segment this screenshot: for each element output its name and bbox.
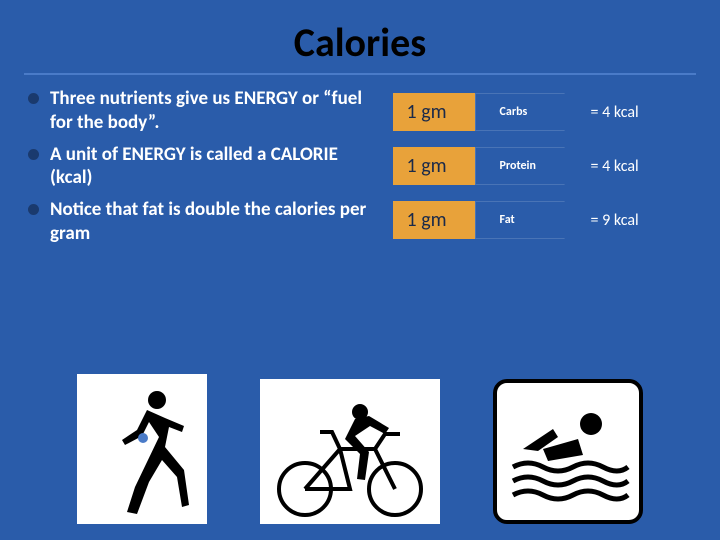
nutrient-chevron: Protein xyxy=(475,147,565,185)
bullet-item: Three nutrients give us ENERGY or “fuel … xyxy=(28,87,377,135)
nutrient-row: 1 gm Carbs = 4 kcal xyxy=(393,91,692,133)
bullet-list: Three nutrients give us ENERGY or “fuel … xyxy=(28,87,377,246)
amount-chevron: 1 gm xyxy=(393,93,475,131)
bullet-item: Notice that fat is double the calories p… xyxy=(28,198,377,246)
nutrient-chevron: Fat xyxy=(475,201,565,239)
bullet-column: Three nutrients give us ENERGY or “fuel … xyxy=(28,87,387,254)
nutrient-chevron: Carbs xyxy=(475,93,565,131)
bullet-item: A unit of ENERGY is called a CALORIE (kc… xyxy=(28,143,377,191)
nutrient-table: 1 gm Carbs = 4 kcal 1 gm Protein = 4 kca… xyxy=(387,87,692,254)
kcal-value: = 9 kcal xyxy=(591,211,639,230)
amount-chevron: 1 gm xyxy=(393,201,475,239)
content-area: Three nutrients give us ENERGY or “fuel … xyxy=(0,87,720,254)
nutrient-row: 1 gm Fat = 9 kcal xyxy=(393,199,692,241)
title-divider xyxy=(24,73,696,75)
kcal-value: = 4 kcal xyxy=(591,157,639,176)
icon-row xyxy=(0,374,720,524)
amount-chevron: 1 gm xyxy=(393,147,475,185)
swimmer-icon xyxy=(493,379,643,524)
kcal-value: = 4 kcal xyxy=(591,103,639,122)
nutrient-row: 1 gm Protein = 4 kcal xyxy=(393,145,692,187)
cyclist-icon xyxy=(260,379,440,524)
runner-icon xyxy=(77,374,207,524)
slide-title: Calories xyxy=(0,0,720,73)
